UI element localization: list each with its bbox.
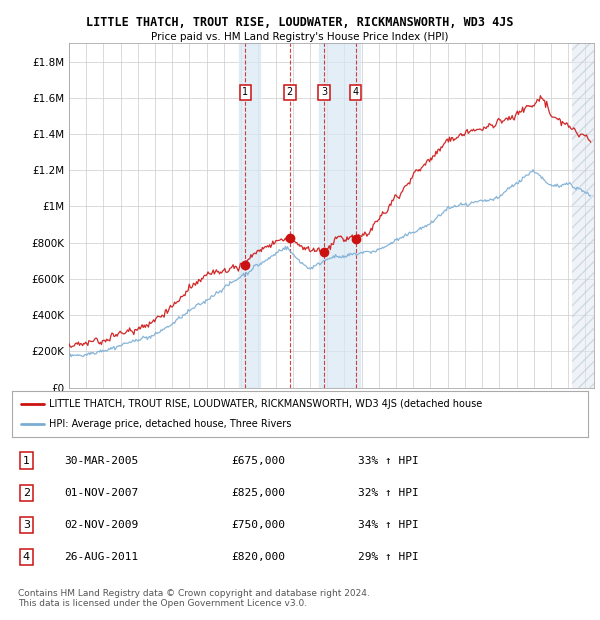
Bar (319, 43, 360, 388)
Text: £820,000: £820,000 (231, 552, 285, 562)
Text: 02-NOV-2009: 02-NOV-2009 (64, 520, 138, 529)
Text: LITTLE THATCH, TROUT RISE, LOUDWATER, RICKMANSWORTH, WD3 4JS (detached house: LITTLE THATCH, TROUT RISE, LOUDWATER, RI… (49, 399, 482, 409)
Text: 3: 3 (23, 520, 30, 529)
Text: 2: 2 (23, 488, 30, 498)
Text: 4: 4 (353, 87, 359, 97)
Text: 33% ↑ HPI: 33% ↑ HPI (358, 456, 418, 466)
Text: 01-NOV-2007: 01-NOV-2007 (64, 488, 138, 498)
Text: £675,000: £675,000 (231, 456, 285, 466)
Text: Contains HM Land Registry data © Crown copyright and database right 2024.
This d: Contains HM Land Registry data © Crown c… (18, 589, 370, 608)
Text: 30-MAR-2005: 30-MAR-2005 (64, 456, 138, 466)
Text: 32% ↑ HPI: 32% ↑ HPI (358, 488, 418, 498)
Text: 2: 2 (287, 87, 293, 97)
Text: 26-AUG-2011: 26-AUG-2011 (64, 552, 138, 562)
Bar (239, 43, 260, 388)
Text: 1: 1 (242, 87, 248, 97)
Text: LITTLE THATCH, TROUT RISE, LOUDWATER, RICKMANSWORTH, WD3 4JS: LITTLE THATCH, TROUT RISE, LOUDWATER, RI… (86, 16, 514, 29)
Text: £825,000: £825,000 (231, 488, 285, 498)
Text: HPI: Average price, detached house, Three Rivers: HPI: Average price, detached house, Thre… (49, 419, 292, 429)
Text: 34% ↑ HPI: 34% ↑ HPI (358, 520, 418, 529)
Text: £750,000: £750,000 (231, 520, 285, 529)
Text: Price paid vs. HM Land Registry's House Price Index (HPI): Price paid vs. HM Land Registry's House … (151, 32, 449, 42)
Text: 4: 4 (23, 552, 30, 562)
Text: 1: 1 (23, 456, 30, 466)
Text: 3: 3 (321, 87, 328, 97)
Bar (572, 43, 594, 388)
Text: 29% ↑ HPI: 29% ↑ HPI (358, 552, 418, 562)
